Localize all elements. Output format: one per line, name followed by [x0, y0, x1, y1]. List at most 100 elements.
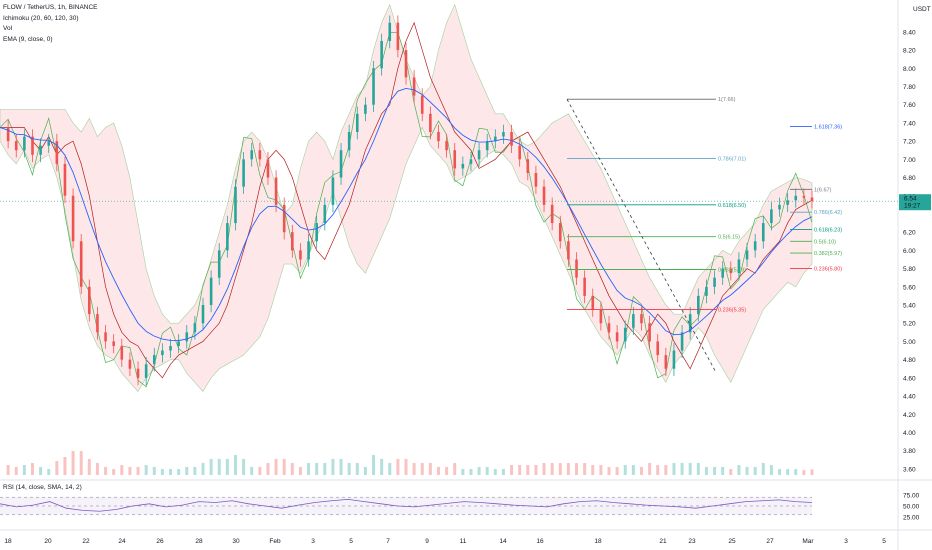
volume-bar [193, 467, 197, 475]
rsi-tick-label: 75.00 [903, 493, 920, 500]
volume-bar [355, 463, 359, 475]
x-tick-label: 27 [766, 538, 774, 545]
volume-bar [39, 467, 43, 475]
x-tick-label: 21 [659, 538, 667, 545]
volume-bar [583, 463, 587, 475]
candle-body [445, 141, 448, 151]
candle-body [461, 163, 465, 169]
candle-body [786, 200, 789, 205]
y-tick-label: 8.20 [903, 48, 916, 55]
fib-level-label: 0.618(6.23) [814, 227, 842, 233]
volume-bar [769, 465, 773, 475]
volume-bar [648, 463, 652, 475]
candle-body [14, 141, 18, 151]
y-tick-label: 8.40 [903, 29, 916, 36]
volume-bar [453, 463, 457, 475]
x-tick-label: 11 [460, 538, 467, 545]
candle-body [591, 295, 595, 310]
candle-body [364, 104, 367, 114]
volume-bar [22, 465, 26, 475]
volume-bar [615, 467, 619, 475]
candle-body [299, 250, 302, 260]
candle-body [161, 350, 164, 356]
candle-body [55, 141, 59, 164]
volume-bar [631, 465, 635, 475]
fib-level-label: 0.786(7.01) [718, 156, 746, 162]
y-tick-label: 3.80 [903, 448, 916, 455]
indicator-ichimoku[interactable]: Ichimoku (20, 60, 120, 30) [3, 14, 79, 22]
candle-body [63, 163, 67, 196]
candle-body [794, 195, 798, 201]
volume-bar [112, 469, 116, 475]
candle-body [88, 286, 91, 315]
volume-bar [217, 459, 221, 475]
volume-bar [363, 467, 367, 475]
candle-body [510, 132, 513, 146]
volume-bar [745, 467, 749, 475]
volume-bar [501, 469, 505, 475]
candle-body [234, 186, 237, 224]
volume-bar [209, 459, 213, 475]
candle-body [331, 177, 335, 205]
current-price-countdown: 19:27 [904, 203, 921, 210]
volume-bar [510, 465, 514, 475]
candle-body [307, 241, 310, 260]
candle-body [6, 127, 10, 142]
volume-bar [518, 465, 522, 475]
volume-bar [225, 459, 229, 475]
fib-level-label: 0.382(5.97) [814, 251, 842, 257]
candle-body [315, 223, 318, 242]
candle-body [112, 341, 115, 346]
candle-body [185, 332, 189, 342]
trend-line[interactable] [566, 99, 717, 373]
x-tick-label: 18 [4, 538, 12, 545]
candle-body [209, 277, 213, 306]
x-tick-label: 5 [349, 538, 353, 545]
fib-level-label: 0.382(5.79) [718, 268, 746, 274]
candle-body [550, 204, 554, 224]
indicator-volume[interactable]: Vol [3, 25, 13, 32]
rsi-legend[interactable]: RSI (14, close, SMA, 14, 2) [3, 484, 82, 491]
volume-bar [120, 465, 124, 475]
fib-level-label: 0.236(5.35) [718, 308, 746, 314]
candle-body [607, 323, 611, 333]
volume-bar [136, 467, 140, 475]
candle-body [583, 277, 586, 296]
volume-bar [534, 465, 538, 475]
candle-body [347, 132, 351, 151]
fib-level-label: 0.236(5.80) [814, 267, 842, 273]
ema-line [0, 87, 813, 342]
volume-bar [623, 465, 627, 475]
candle-body [339, 150, 343, 178]
candle-body [429, 113, 432, 133]
candle-body [39, 145, 42, 155]
candle-body [226, 223, 229, 251]
y-tick-label: 7.60 [903, 102, 916, 109]
x-tick-label: 25 [728, 538, 736, 545]
base-line [0, 21, 813, 379]
y-tick-label: 6.80 [903, 175, 916, 182]
indicator-ema[interactable]: EMA (9, close, 0) [3, 35, 53, 43]
volume-bar [315, 463, 319, 475]
chart-legend: FLOW / TetherUS, 1h, BINANCE Ichimoku (2… [3, 3, 98, 45]
candle-body [291, 232, 294, 251]
candle-body [71, 195, 75, 242]
y-tick-label: 6.20 [903, 230, 916, 237]
candle-body [534, 172, 538, 187]
y-tick-label: 5.20 [903, 321, 916, 328]
volume-bar [323, 463, 327, 475]
volume-bar [160, 469, 164, 475]
volume-bar [282, 459, 286, 475]
volume-bar [420, 463, 424, 475]
volume-bar [753, 467, 757, 475]
candle-body [266, 159, 270, 178]
volume-bar [404, 459, 408, 475]
x-tick-label: 3 [844, 538, 848, 545]
candle-body [753, 241, 757, 251]
y-tick-label: 4.00 [903, 430, 916, 437]
candle-body [96, 314, 99, 333]
x-tick-label: 16 [536, 538, 544, 545]
y-tick-label: 5.40 [903, 303, 916, 310]
volume-bar [79, 451, 83, 475]
